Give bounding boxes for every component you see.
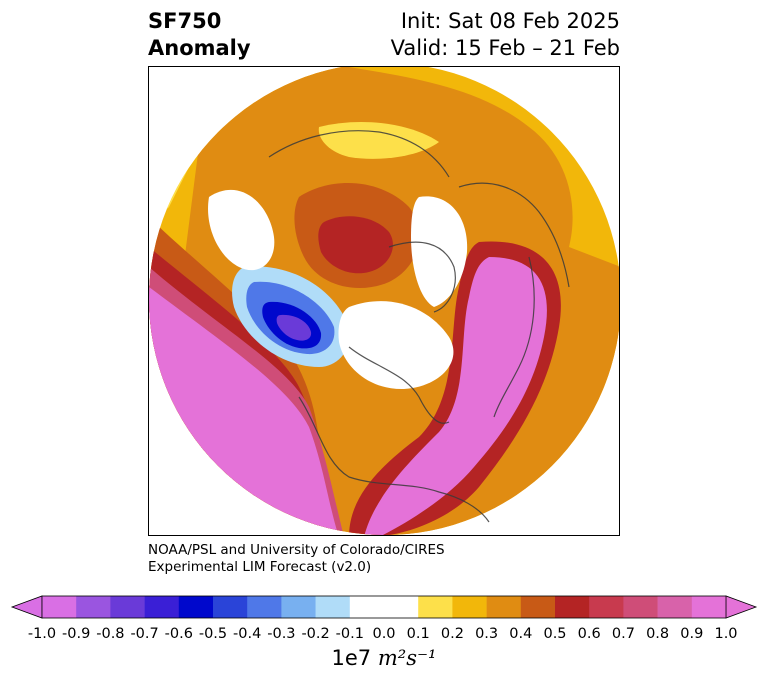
colorbar-swatch xyxy=(213,596,248,618)
colorbar-tick-label: 0.6 xyxy=(577,626,601,642)
colorbar-tick-label: -0.4 xyxy=(233,626,262,642)
colorbar-swatch xyxy=(42,596,77,618)
colorbar-tick-label: 0.4 xyxy=(509,626,533,642)
colorbar-tick-label: -0.1 xyxy=(335,626,364,642)
colorbar-swatch xyxy=(76,596,111,618)
colorbar-tick-label: 0.3 xyxy=(475,626,499,642)
colorbar-tick-label: 0.7 xyxy=(611,626,635,642)
coastlines xyxy=(268,130,570,523)
units-math: m²s⁻¹ xyxy=(377,646,437,670)
colorbar-swatch xyxy=(144,596,180,618)
colorbar-tick-label: 0.9 xyxy=(680,626,704,642)
high-anomaly-core xyxy=(318,216,393,274)
colorbar-swatch xyxy=(384,596,419,618)
colorbar-tick-label: 0.1 xyxy=(406,626,430,642)
colorbar-swatch xyxy=(452,596,487,618)
colorbar-tick-label: -0.7 xyxy=(130,626,159,642)
colorbar-swatch xyxy=(178,596,214,618)
colorbar-frame xyxy=(41,595,727,619)
white-zone-arctic xyxy=(411,196,468,307)
colorbar-tick-label: 0.5 xyxy=(543,626,567,642)
forecast-dates: Init: Sat 08 Feb 2025 Valid: 15 Feb – 21… xyxy=(391,8,620,62)
colorbar-swatch xyxy=(555,596,590,618)
credit-line-2: Experimental LIM Forecast (v2.0) xyxy=(148,559,372,575)
magenta-east xyxy=(364,257,547,535)
colorbar-swatch xyxy=(110,596,145,618)
init-date: Init: Sat 08 Feb 2025 xyxy=(400,9,620,33)
colorbar-extend-min xyxy=(10,595,43,619)
colorbar-swatch xyxy=(520,596,556,618)
colorbar-tick-label: -0.9 xyxy=(62,626,91,642)
colorbar-swatch xyxy=(349,596,385,618)
colorbar-tick-label: -1.0 xyxy=(27,626,57,642)
colorbar-swatch xyxy=(623,596,658,618)
violet-low-center xyxy=(276,314,312,341)
colorbar-extend-max xyxy=(725,595,758,619)
colorbar-tick-label: 0.8 xyxy=(646,626,670,642)
colorbar-units: 1e7 m²s⁻¹ xyxy=(0,646,768,670)
white-zone-greenland xyxy=(338,301,454,390)
map-panel xyxy=(148,66,620,536)
colorbar-swatch xyxy=(657,596,693,618)
colorbar-swatch xyxy=(281,596,316,618)
colorbar xyxy=(10,595,758,619)
colorbar-swatch xyxy=(315,596,351,618)
neutral-white-zone xyxy=(208,189,275,271)
colorbar-tick-label: -0.5 xyxy=(198,626,228,642)
colorbar-tick-label: -0.8 xyxy=(96,626,125,642)
title-line-2: Anomaly xyxy=(148,36,251,60)
credit-line-1: NOAA/PSL and University of Colorado/CIRE… xyxy=(148,542,445,558)
colorbar-tick-label: 0.2 xyxy=(440,626,464,642)
colorbar-tick-label: -0.6 xyxy=(164,626,193,642)
colorbar-swatch xyxy=(247,596,282,618)
valid-range: Valid: 15 Feb – 21 Feb xyxy=(390,36,620,60)
colorbar-swatch xyxy=(418,596,453,618)
units-prefix: 1e7 xyxy=(331,646,372,670)
title-line-1: SF750 xyxy=(148,9,222,33)
colorbar-swatch xyxy=(486,596,522,618)
map-title: SF750 Anomaly xyxy=(148,8,251,62)
colorbar-swatch xyxy=(691,596,727,618)
colorbar-tick-label: -0.3 xyxy=(267,626,296,642)
colorbar-tick-label: 0.0 xyxy=(372,626,396,642)
credit-text: NOAA/PSL and University of Colorado/CIRE… xyxy=(148,542,445,576)
colorbar-swatch xyxy=(589,596,624,618)
anomaly-map xyxy=(149,67,619,535)
colorbar-tick-label: -0.2 xyxy=(301,626,330,642)
colorbar-tick-label: 1.0 xyxy=(714,626,738,642)
colorbar-ticks: -1.0 -0.9 -0.8 -0.7 -0.6 -0.5 -0.4 -0.3 -0.2 -0.1… xyxy=(0,626,768,646)
